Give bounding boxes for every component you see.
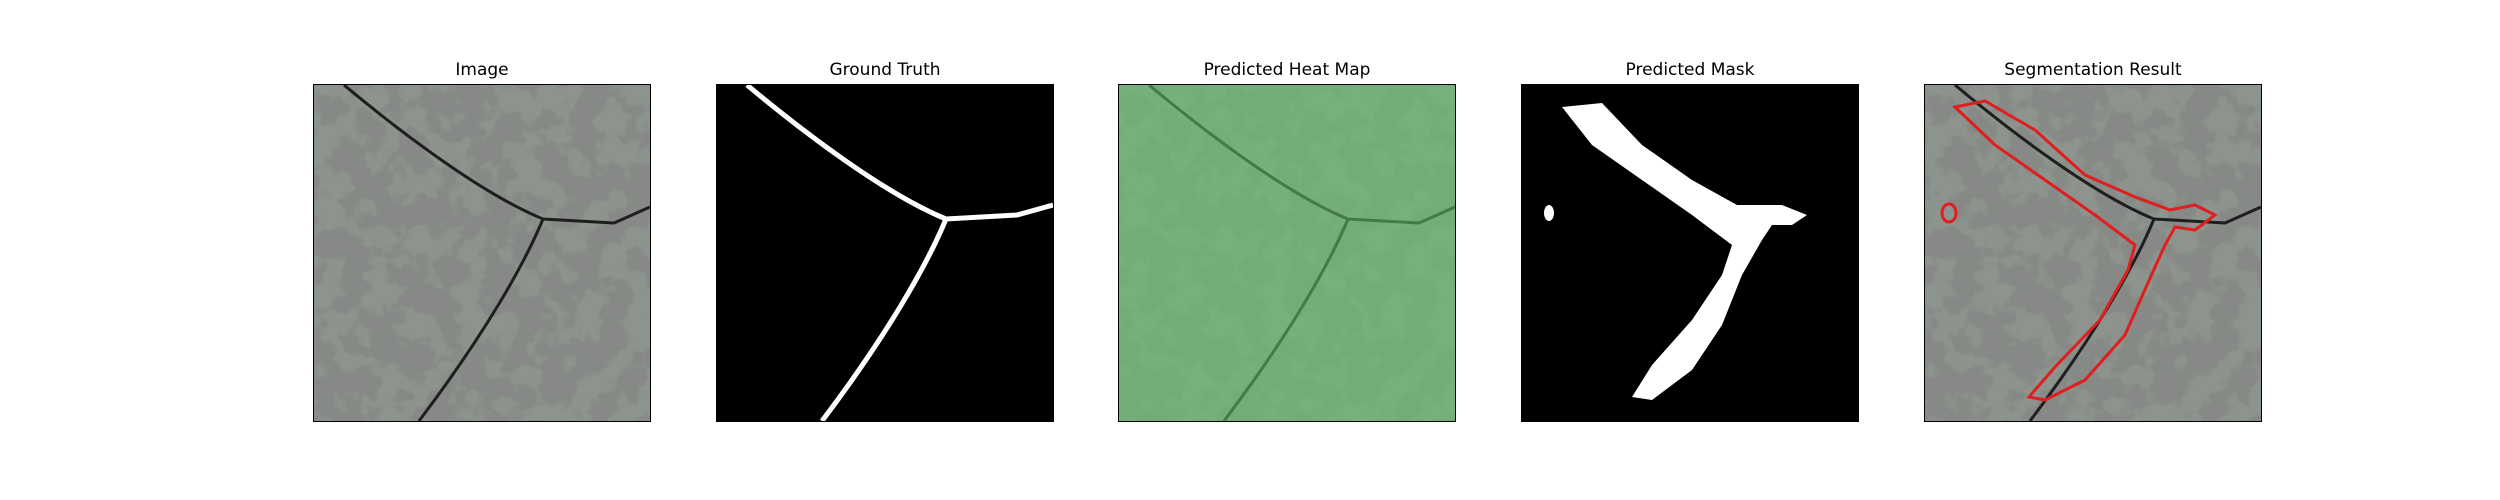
heat-map-overlay (1119, 85, 1455, 421)
panel-heat-map: Predicted Heat Map (1118, 0, 1456, 500)
panel-ground-truth: Ground Truth (716, 0, 1054, 500)
segmentation-overlay (1925, 85, 2261, 421)
panel-title: Predicted Heat Map (1203, 60, 1371, 80)
heat-map-view (1118, 84, 1456, 422)
panel-segmentation-result: Segmentation Result (1924, 0, 2262, 500)
ground-truth-view (716, 84, 1054, 422)
heat-map (1119, 85, 1455, 421)
panel-predicted-mask: Predicted Mask (1521, 0, 1859, 500)
ground-truth-mask (717, 85, 1053, 421)
crack-line (343, 85, 650, 421)
image-view (313, 84, 651, 422)
panel-title: Predicted Mask (1625, 60, 1755, 80)
panel-title: Segmentation Result (2004, 60, 2182, 80)
panel-title: Ground Truth (829, 60, 941, 80)
ground-truth-crack (745, 85, 1053, 421)
segmentation-contour (1951, 99, 2218, 402)
panel-title: Image (455, 60, 509, 80)
contour-speck (1940, 202, 1958, 224)
predicted-mask-view (1521, 84, 1859, 422)
predicted-crack-region (1562, 103, 1807, 400)
crack-image (314, 85, 650, 421)
predicted-speck (1544, 205, 1554, 221)
segmentation-view (1924, 84, 2262, 422)
predicted-mask (1522, 85, 1858, 421)
panel-image: Image (313, 0, 651, 500)
